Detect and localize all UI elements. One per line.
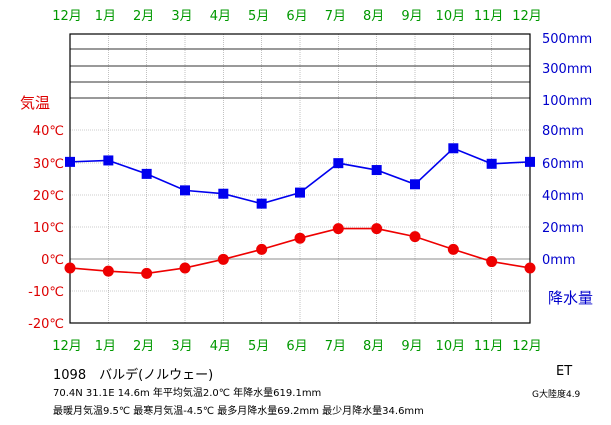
bottom-month-label: 8月 — [363, 339, 384, 354]
precipitation-point — [525, 156, 535, 167]
precipitation-tick-label: 0mm — [542, 253, 576, 268]
precipitation-point — [141, 168, 152, 179]
temperature-point — [102, 265, 114, 277]
bottom-month-label: 11月 — [474, 339, 504, 354]
temperature-tick-label: -20℃ — [28, 317, 64, 332]
temperature-point — [256, 243, 268, 255]
top-month-label: 6月 — [286, 9, 307, 24]
temperature-point — [447, 243, 459, 255]
top-month-label: 3月 — [171, 9, 192, 24]
temperature-point — [524, 262, 536, 274]
bottom-month-label: 12月 — [512, 339, 542, 354]
temperature-point — [64, 262, 76, 274]
bottom-month-labels: 12月 1月 2月 3月 4月 5月 6月 7月 8月 9月 10月 11月 12月 — [52, 339, 542, 354]
top-month-label: 11月 — [474, 9, 504, 24]
station-name: 1098 バルデ(ノルウェー) — [53, 368, 214, 383]
bottom-month-label: 1月 — [95, 339, 116, 354]
temperature-tick-label: 10℃ — [33, 221, 64, 236]
top-month-label: 8月 — [363, 9, 384, 24]
precipitation-tick-label: 40mm — [542, 189, 584, 204]
temperature-point — [409, 231, 421, 243]
bottom-month-label: 5月 — [248, 339, 269, 354]
top-month-label: 10月 — [436, 9, 466, 24]
temperature-point — [294, 232, 306, 244]
plot-frame — [69, 33, 531, 324]
precipitation-point — [333, 158, 344, 169]
bottom-month-label: 2月 — [133, 339, 154, 354]
top-month-label: 7月 — [325, 9, 346, 24]
station-stats-line-1: 70.4N 31.1E 14.6m 年平均気温2.0℃ 年降水量619.1mm — [53, 388, 322, 399]
precipitation-tick-label: 20mm — [542, 221, 584, 236]
precipitation-point — [486, 158, 497, 169]
precipitation-point — [295, 187, 305, 198]
temperature-axis-title: 気温 — [20, 94, 50, 112]
bottom-month-label: 7月 — [325, 339, 346, 354]
bottom-month-label: 3月 — [171, 339, 192, 354]
temperature-point — [486, 256, 498, 268]
bottom-month-label: 12月 — [52, 339, 82, 354]
bottom-month-label: 6月 — [286, 339, 307, 354]
continentality-index: G大陸度4.9 — [532, 390, 581, 400]
precipitation-point — [371, 165, 382, 176]
precipitation-tick-label: 100mm — [542, 94, 592, 109]
bottom-month-label: 10月 — [436, 339, 466, 354]
bottom-month-label: 9月 — [401, 339, 422, 354]
temperature-tick-label: 40℃ — [33, 124, 64, 139]
temperature-point — [179, 262, 191, 274]
top-month-label: 5月 — [248, 9, 269, 24]
precipitation-point — [103, 155, 114, 166]
temperature-point — [371, 223, 383, 235]
temperature-point — [141, 267, 153, 279]
precipitation-axis-title: 降水量 — [548, 289, 593, 307]
precipitation-point — [218, 188, 229, 199]
temperature-tick-label: 30℃ — [33, 157, 64, 172]
precipitation-point — [410, 179, 420, 190]
gridlines — [70, 34, 530, 323]
temperature-point — [217, 253, 229, 265]
precipitation-tick-label: 80mm — [542, 124, 584, 139]
top-month-label: 1月 — [95, 9, 116, 24]
top-month-label: 12月 — [512, 9, 542, 24]
precipitation-point — [448, 143, 459, 154]
precipitation-point — [256, 198, 267, 209]
bottom-month-label: 4月 — [210, 339, 231, 354]
precipitation-tick-label: 60mm — [542, 157, 584, 172]
precipitation-tick-label: 300mm — [542, 62, 592, 77]
precipitation-axis-ticks: 500mm 300mm 100mm 80mm 60mm 40mm 20mm 0mm — [542, 32, 592, 268]
top-month-label: 2月 — [133, 9, 154, 24]
temperature-axis-ticks: 40℃ 30℃ 20℃ 10℃ 0℃ -10℃ -20℃ — [28, 124, 64, 332]
temperature-tick-label: 0℃ — [41, 253, 64, 268]
top-month-label: 12月 — [52, 9, 82, 24]
station-stats-line-2: 最暖月気温9.5℃ 最寒月気温-4.5℃ 最多月降水量69.2mm 最少月降水量… — [53, 406, 424, 417]
temperature-tick-label: -10℃ — [28, 285, 64, 300]
climate-class: ET — [556, 364, 573, 379]
top-month-label: 9月 — [401, 9, 422, 24]
temperature-tick-label: 20℃ — [33, 189, 64, 204]
temperature-series — [64, 223, 536, 279]
top-month-labels: 12月 1月 2月 3月 4月 5月 6月 7月 8月 9月 10月 11月 12月 — [52, 9, 542, 24]
temperature-point — [332, 223, 344, 235]
precipitation-series — [65, 143, 535, 209]
plot-border — [69, 33, 531, 324]
top-month-label: 4月 — [210, 9, 231, 24]
precipitation-point — [65, 156, 75, 167]
precipitation-tick-label: 500mm — [542, 32, 592, 47]
precipitation-point — [180, 185, 190, 196]
